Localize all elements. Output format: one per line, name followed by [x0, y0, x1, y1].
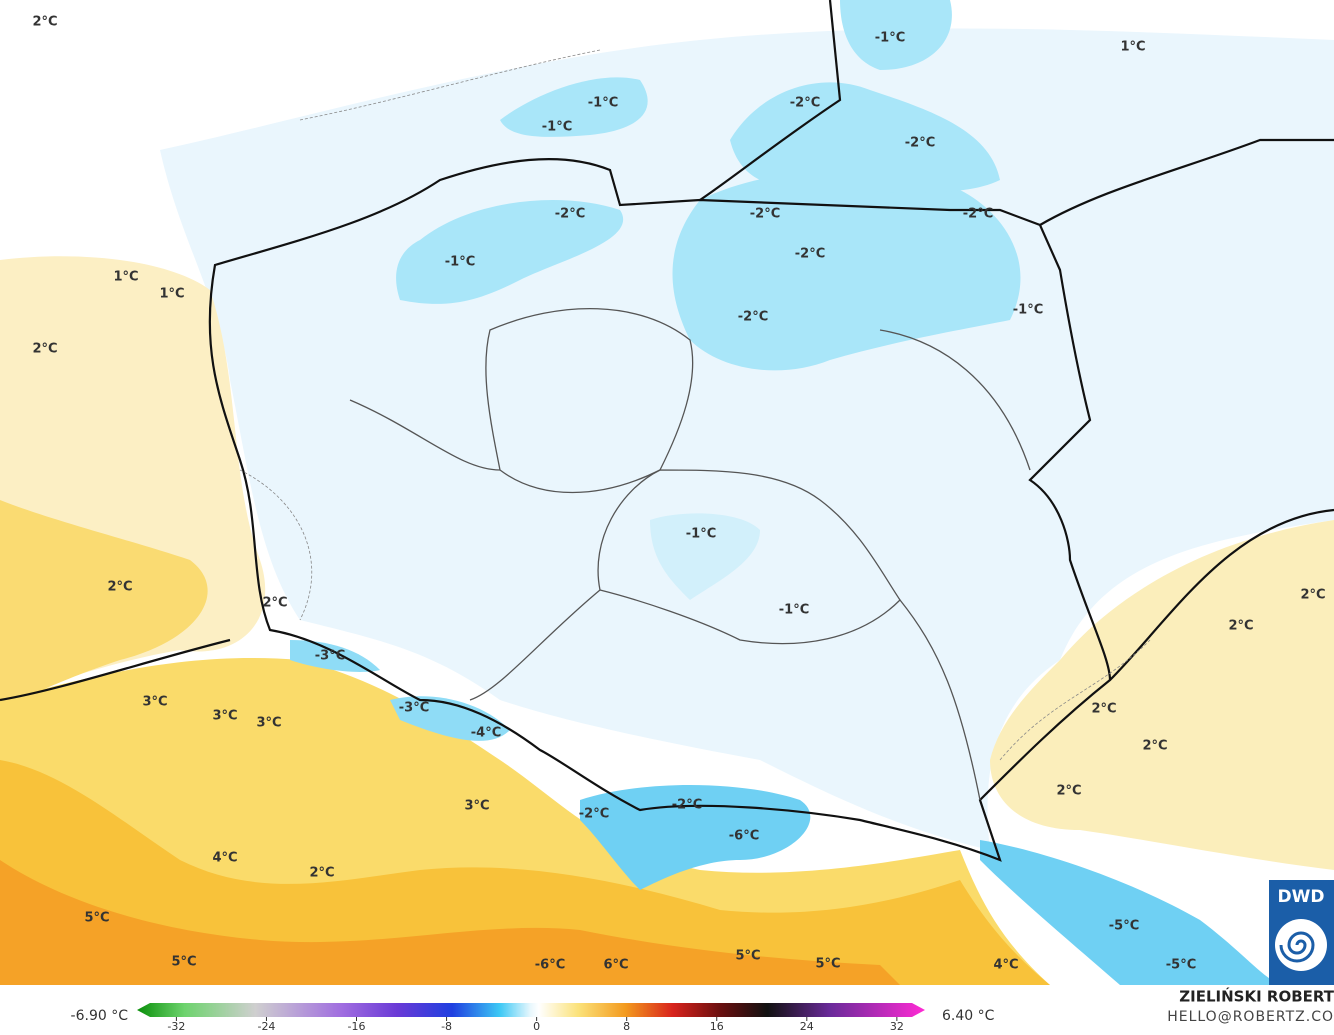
isoline	[239, 49, 1151, 761]
logo-circle	[1275, 919, 1327, 971]
temperature-label: 6°C	[603, 958, 628, 973]
warm-zone	[0, 760, 1050, 985]
temperature-label: -1°C	[445, 255, 475, 270]
colorbar-tick-label: -24	[257, 1020, 275, 1033]
temperature-label: 2°C	[1091, 702, 1116, 717]
colorbar-tick-label: -32	[167, 1020, 185, 1033]
country-border	[699, 0, 842, 201]
author: ZIELIŃSKI ROBERT	[1179, 987, 1334, 1006]
temperature-labels: 2°C 1°C -1°C -1°C -2°C -1°C -2°C -2°C -2°C -2°C -2…	[32, 15, 1325, 973]
temperature-label: 2°C	[1142, 739, 1167, 754]
temperature-label: -5°C	[1166, 958, 1196, 973]
logo-text: DWD	[1278, 887, 1325, 907]
cold-patch	[730, 82, 1000, 193]
temperature-label: 4°C	[993, 958, 1018, 973]
temperature-label: -6°C	[535, 958, 565, 973]
temperature-label: -2°C	[790, 96, 820, 111]
temperature-label: -2°C	[963, 207, 993, 222]
temperature-label: -2°C	[905, 136, 935, 151]
temperature-label: -1°C	[1013, 303, 1043, 318]
colorbar-tick-label: 8	[623, 1020, 630, 1033]
temperature-label: 1°C	[113, 270, 138, 285]
colorbar-tick-label: -8	[441, 1020, 452, 1033]
temperature-label: 2°C	[32, 342, 57, 357]
temperature-label: 2°C	[262, 596, 287, 611]
temperature-label: 3°C	[142, 695, 167, 710]
email: HELLO@ROBERTZ.CO	[1167, 1009, 1334, 1025]
temperature-label: 5°C	[171, 955, 196, 970]
temperature-label: -2°C	[579, 807, 609, 822]
country-border	[1039, 138, 1334, 226]
colorbar-ticks: -32 -24 -16 -8 0 8 16 24 32	[167, 1017, 904, 1033]
temperature-label: -5°C	[1109, 919, 1139, 934]
cold-patch	[980, 840, 1280, 985]
warm-zone	[0, 860, 900, 985]
cold-patch	[672, 171, 1021, 371]
cold-patch	[840, 0, 952, 70]
temperature-label: 5°C	[815, 957, 840, 972]
temperature-label: -6°C	[729, 829, 759, 844]
temperature-label: -2°C	[750, 207, 780, 222]
logo-swirl	[1279, 931, 1315, 963]
temperature-label: -3°C	[315, 649, 345, 664]
warm-zone	[990, 520, 1334, 870]
temperature-label: -1°C	[875, 31, 905, 46]
temperature-label: 1°C	[1120, 40, 1145, 55]
cold-patch	[500, 77, 648, 137]
colorbar-tick-label: -16	[348, 1020, 366, 1033]
temperature-label: -4°C	[471, 726, 501, 741]
temperature-label: -1°C	[686, 527, 716, 542]
temperature-label: 5°C	[735, 949, 760, 964]
temperature-label: -1°C	[779, 603, 809, 618]
region-border	[349, 329, 1031, 801]
temperature-label: 2°C	[1228, 619, 1253, 634]
temperature-label: -2°C	[672, 798, 702, 813]
colorbar	[137, 1003, 925, 1017]
temperature-label: 2°C	[32, 15, 57, 30]
temperature-label: -1°C	[542, 120, 572, 135]
temperature-label: 3°C	[212, 709, 237, 724]
cold-patch	[390, 696, 510, 741]
temperature-label: 2°C	[107, 580, 132, 595]
temperature-label: 2°C	[309, 866, 334, 881]
temperature-label: -3°C	[399, 701, 429, 716]
colorbar-tick-label: 16	[710, 1020, 724, 1033]
colorbar-tick-label: 32	[890, 1020, 904, 1033]
cold-patch	[650, 513, 760, 600]
temperature-label: -2°C	[738, 310, 768, 325]
temperature-label: 5°C	[84, 911, 109, 926]
cold-patch	[396, 200, 624, 304]
temperature-label: 1°C	[159, 287, 184, 302]
temperature-label: 3°C	[256, 716, 281, 731]
colorbar-tick-label: 0	[533, 1020, 540, 1033]
temperature-label: -2°C	[795, 247, 825, 262]
temperature-label: 3°C	[464, 799, 489, 814]
cold-patch	[580, 785, 811, 890]
temperature-label: 4°C	[212, 851, 237, 866]
temperature-label: 2°C	[1056, 784, 1081, 799]
colorbar-tick-label: 24	[800, 1020, 814, 1033]
temperature-label: 2°C	[1300, 588, 1325, 603]
temperature-label: -1°C	[588, 96, 618, 111]
min-label: -6.90 °C	[71, 1008, 129, 1024]
country-border	[0, 638, 231, 702]
region-border	[597, 469, 901, 645]
max-label: 6.40 °C	[942, 1008, 995, 1024]
temperature-label: -2°C	[555, 207, 585, 222]
warm-zone	[0, 500, 208, 710]
